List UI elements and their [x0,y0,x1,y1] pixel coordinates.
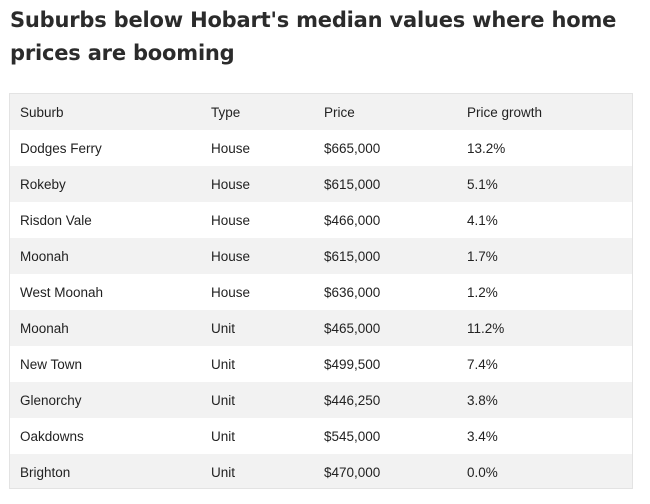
cell-type: House [211,176,251,192]
cell-suburb: Glenorchy [20,392,82,408]
cell-price-growth: 13.2% [467,140,506,156]
cell-suburb: Risdon Vale [20,212,92,228]
suburb-price-table: Suburb Type Price Price growth Dodges Fe… [10,94,632,488]
cell-price: $499,500 [324,356,381,372]
cell-price-growth: 11.2% [467,320,505,336]
cell-price-growth: 3.8% [467,392,498,408]
cell-price: $446,250 [324,392,381,408]
cell-price-growth: 1.7% [467,248,498,264]
table-row: Risdon Vale House $466,000 4.1% [10,202,632,238]
cell-price: $615,000 [324,176,381,192]
cell-type: Unit [211,392,236,408]
cell-suburb: Moonah [20,248,69,264]
cell-type: Unit [211,428,236,444]
cell-price-growth: 0.0% [467,464,498,480]
cell-suburb: Moonah [20,320,69,336]
table-row: Moonah House $615,000 1.7% [10,238,632,274]
cell-type: Unit [211,356,236,372]
cell-price: $470,000 [324,464,381,480]
cell-price: $615,000 [324,248,381,264]
table-row: Dodges Ferry House $665,000 13.2% [10,130,632,166]
cell-type: Unit [211,320,236,336]
table-row: New Town Unit $499,500 7.4% [10,346,632,382]
cell-suburb: Oakdowns [20,428,84,444]
cell-type: House [211,248,251,264]
table-row: Moonah Unit $465,000 11.2% [10,310,632,346]
table-header-row: Suburb Type Price Price growth [10,94,632,130]
cell-price: $466,000 [324,212,381,228]
cell-price-growth: 5.1% [467,176,498,192]
header-suburb: Suburb [20,104,64,120]
header-price: Price [324,104,355,120]
table-title: Suburbs below Hobart's median values whe… [10,8,617,65]
cell-price: $636,000 [324,284,381,300]
table-row: Glenorchy Unit $446,250 3.8% [10,382,632,418]
cell-suburb: Rokeby [20,176,66,192]
table-row: Brighton Unit $470,000 0.0% [10,454,632,488]
cell-price: $545,000 [324,428,381,444]
data-table-container: Suburb Type Price Price growth Dodges Fe… [9,93,633,489]
cell-price: $665,000 [324,140,381,156]
table-row: Rokeby House $615,000 5.1% [10,166,632,202]
cell-type: House [211,140,251,156]
table-row: West Moonah House $636,000 1.2% [10,274,632,310]
cell-suburb: Dodges Ferry [20,140,102,156]
cell-price-growth: 3.4% [467,428,498,444]
table-row: Oakdowns Unit $545,000 3.4% [10,418,632,454]
cell-price-growth: 1.2% [467,284,498,300]
cell-price-growth: 7.4% [467,356,498,372]
cell-price: $465,000 [324,320,381,336]
cell-type: Unit [211,464,236,480]
cell-type: House [211,284,251,300]
cell-type: House [211,212,251,228]
cell-suburb: New Town [20,356,83,372]
header-type: Type [211,104,241,120]
cell-suburb: West Moonah [20,284,104,300]
cell-suburb: Brighton [20,464,71,480]
header-price-growth: Price growth [467,104,543,120]
cell-price-growth: 4.1% [467,212,498,228]
